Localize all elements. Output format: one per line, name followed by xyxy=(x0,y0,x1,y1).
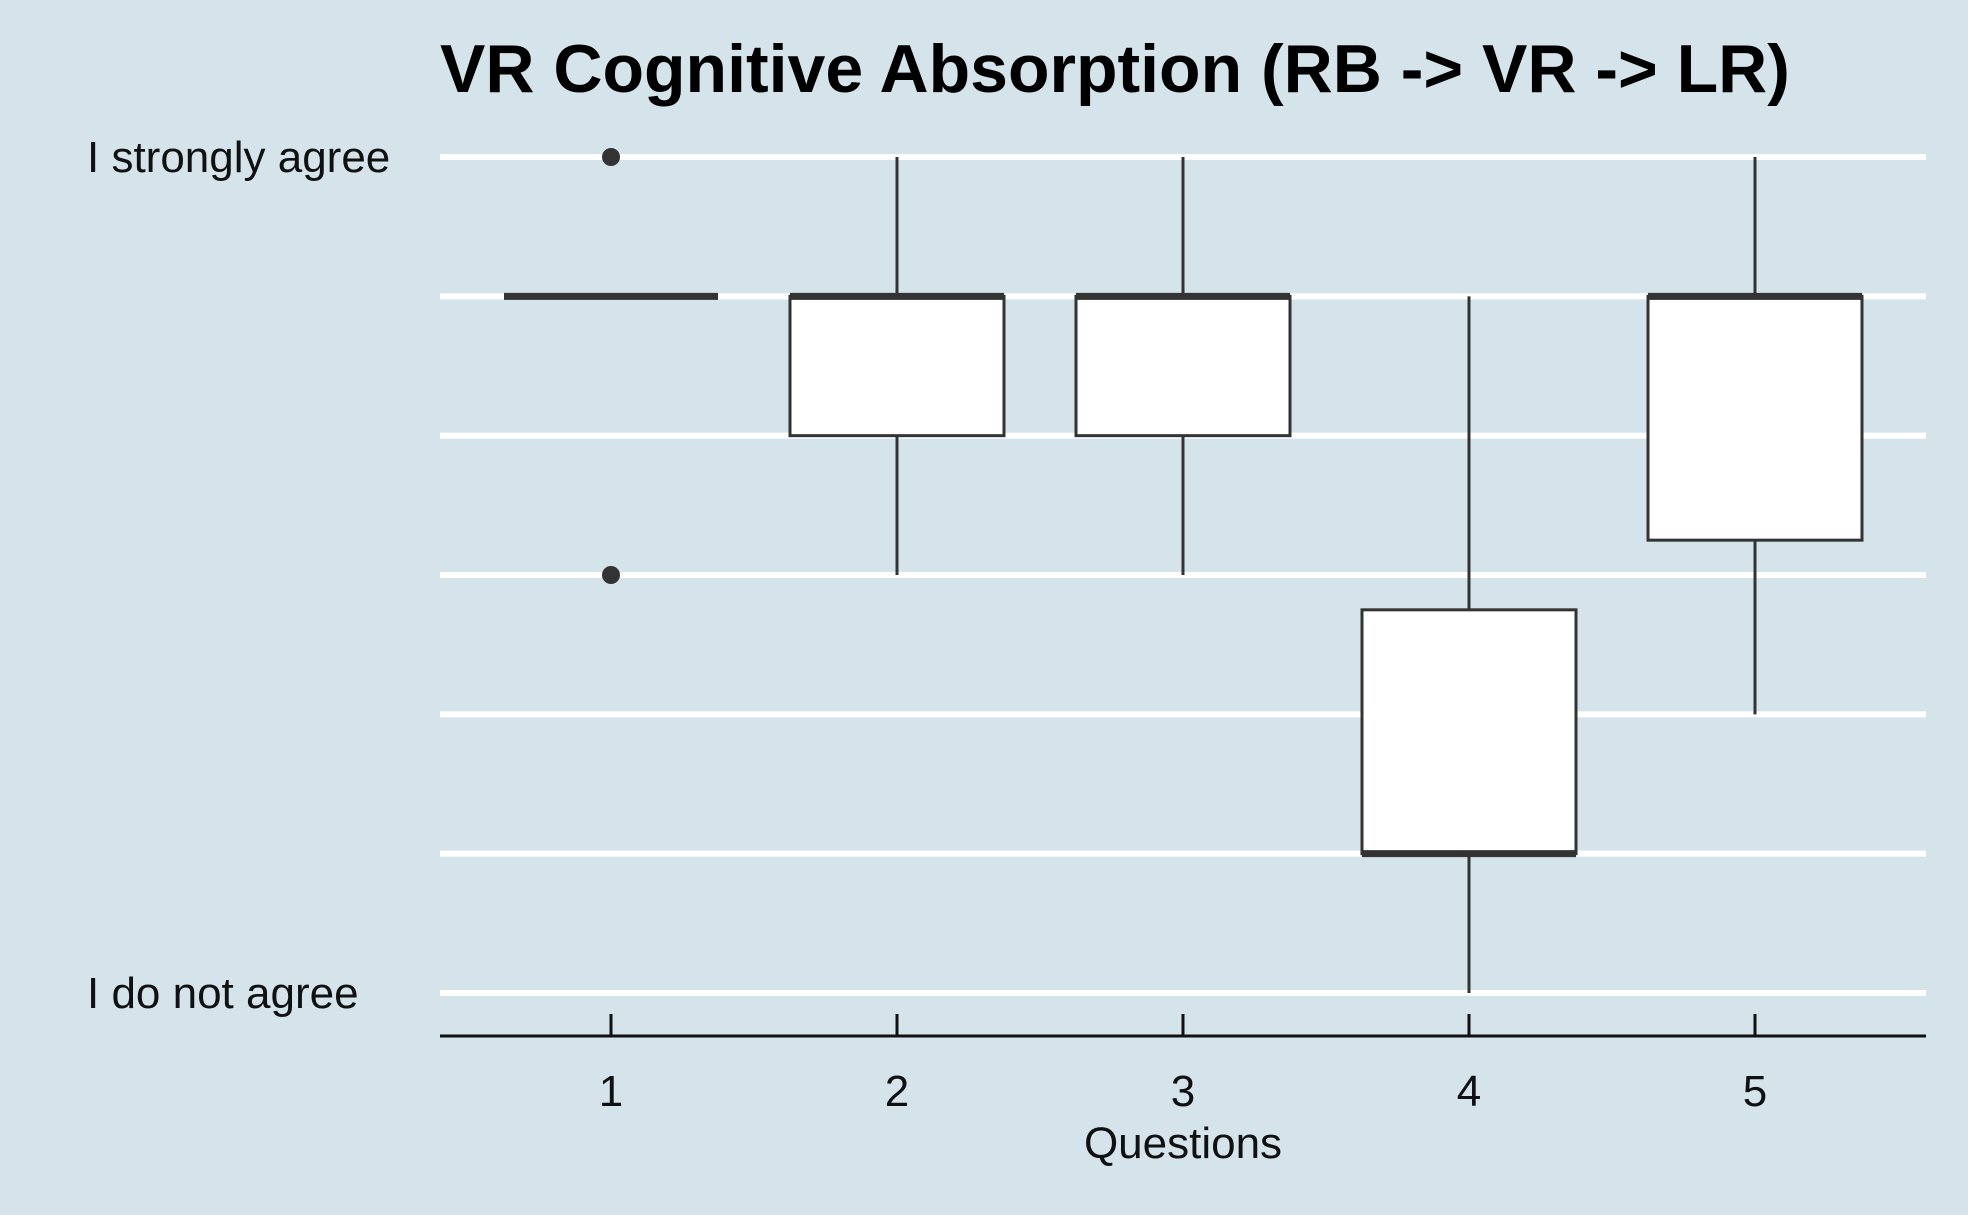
x-tick-label: 3 xyxy=(1171,1067,1195,1116)
box xyxy=(1360,608,1578,856)
box-plots xyxy=(504,148,1864,993)
outlier-point xyxy=(602,566,620,584)
x-tick-label: 2 xyxy=(885,1067,909,1116)
box-plot-q1 xyxy=(504,148,718,584)
chart-title: VR Cognitive Absorption (RB -> VR -> LR) xyxy=(440,31,1790,107)
box-plot-q4 xyxy=(1360,296,1578,993)
y-tick-label: I strongly agree xyxy=(87,133,390,182)
box-plot-q5 xyxy=(1646,157,1864,715)
x-axis: 1 2 3 4 5 xyxy=(440,1014,1926,1116)
x-tick-label: 5 xyxy=(1743,1067,1767,1116)
box xyxy=(1646,294,1864,542)
box-plot-q2 xyxy=(788,157,1006,575)
box xyxy=(788,294,1006,438)
x-tick-label: 1 xyxy=(599,1067,623,1116)
box-plot-q3 xyxy=(1074,157,1292,575)
x-axis-title: Questions xyxy=(1084,1119,1282,1168)
outlier-point xyxy=(602,148,620,166)
y-tick-label: I do not agree xyxy=(87,969,359,1018)
box xyxy=(1074,294,1292,438)
x-tick-label: 4 xyxy=(1457,1067,1481,1116)
y-tick-labels: I do not agree I strongly agree xyxy=(87,133,390,1018)
